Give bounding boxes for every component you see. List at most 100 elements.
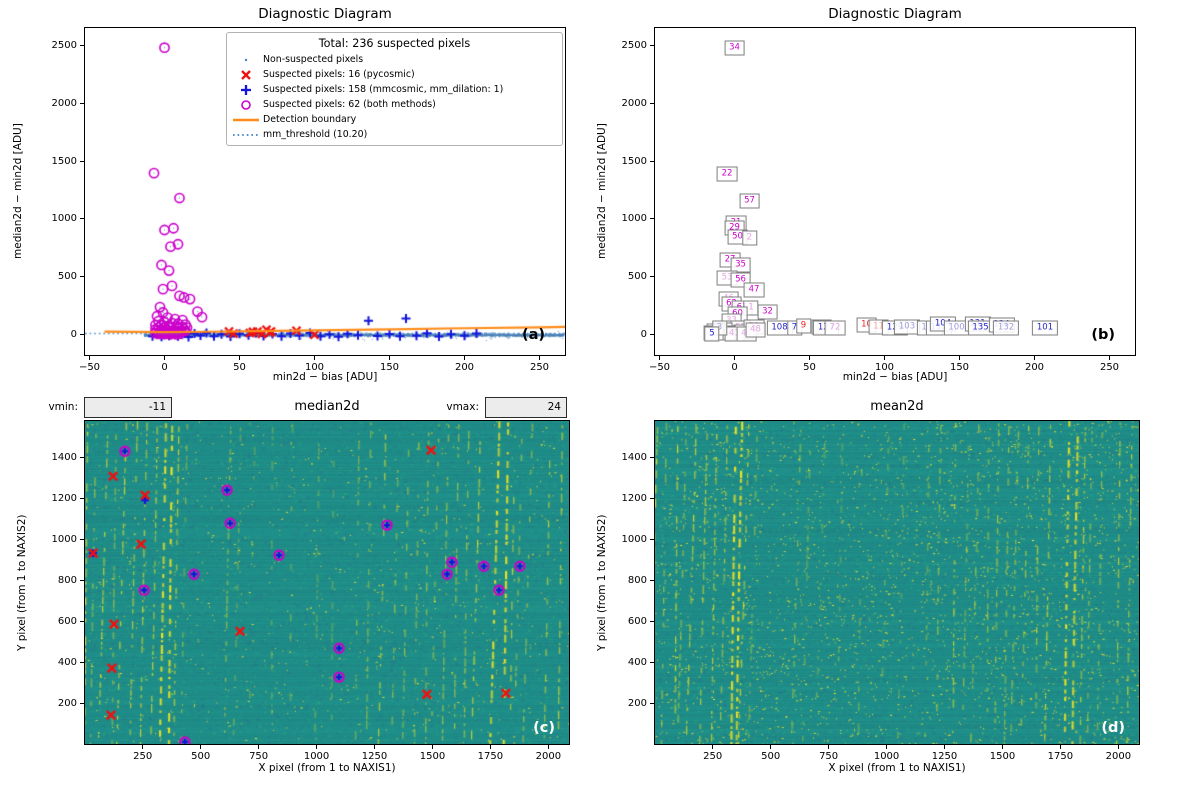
pixel-id-box: 22 <box>716 166 738 182</box>
y-tick-label: 1500 <box>51 155 77 167</box>
y-tick-label: 1400 <box>621 452 647 464</box>
vmin-label: vmin: <box>48 401 78 413</box>
vmax-input[interactable]: 24 <box>485 397 567 418</box>
y-tick-label: 2500 <box>621 39 647 51</box>
panel-b-title: Diagnostic Diagram <box>828 6 962 22</box>
panel-d-plot: (d) <box>654 420 1140 745</box>
x-tick-label: 0 <box>161 362 168 373</box>
panel-a-corner-label: (a) <box>521 327 545 343</box>
legend-entry: mm_threshold (10.20) <box>229 127 560 142</box>
y-tick <box>80 702 84 704</box>
panel-a-xlabel: min2d − bias [ADU] <box>272 371 378 383</box>
y-tick-label: 600 <box>57 615 77 627</box>
pixel-id-box: 100 <box>943 320 970 336</box>
x-tick <box>1109 356 1110 360</box>
x-tick <box>944 745 946 749</box>
x-tick-label: 250 <box>1099 362 1120 373</box>
pixel-id-box: 57 <box>739 193 760 209</box>
x-tick-label: 100 <box>304 362 325 373</box>
x-tick-label: −50 <box>648 362 671 373</box>
pixel-id-box: 5 <box>704 326 720 342</box>
x-tick-label: 500 <box>191 751 211 762</box>
y-tick <box>650 457 654 459</box>
x-tick-label: 100 <box>874 362 895 373</box>
pixel-id-box: 47 <box>743 282 765 298</box>
legend: Total: 236 suspected pixels Non-suspecte… <box>226 32 563 146</box>
y-tick <box>650 44 654 46</box>
x-tick <box>316 745 318 749</box>
x-tick <box>374 745 376 749</box>
x-tick <box>959 356 960 360</box>
pixel-id-box: 48 <box>745 322 766 338</box>
x-tick <box>1001 745 1003 749</box>
y-tick <box>80 620 84 622</box>
x-tick-label: −50 <box>78 362 101 373</box>
x-tick <box>142 745 144 749</box>
y-tick-label: 800 <box>627 575 647 587</box>
y-tick-label: 400 <box>57 656 77 668</box>
y-tick <box>650 702 654 704</box>
x-tick-label: 500 <box>761 751 781 762</box>
panel-b-xlabel: min2d − bias [ADU] <box>842 371 948 383</box>
x-tick <box>164 356 165 360</box>
y-tick <box>80 102 84 104</box>
pixel-id-box: 72 <box>824 320 846 336</box>
x-tick <box>770 745 772 749</box>
y-tick-label: 0 <box>70 329 77 341</box>
legend-entry-label: Suspected pixels: 16 (pycosmic) <box>263 69 415 80</box>
x-tick <box>314 356 315 360</box>
x-tick-label: 1250 <box>361 751 388 762</box>
x-tick-label: 250 <box>529 362 550 373</box>
pixel-id-box: 34 <box>724 40 745 56</box>
y-tick <box>650 580 654 582</box>
x-tick-label: 1250 <box>931 751 958 762</box>
y-tick-label: 0 <box>640 329 647 341</box>
y-tick-label: 600 <box>627 615 647 627</box>
legend-marker-x-icon <box>229 69 263 81</box>
legend-marker-plus-icon <box>229 84 263 96</box>
x-tick <box>547 745 549 749</box>
x-tick-label: 250 <box>703 751 723 762</box>
y-tick-label: 2500 <box>51 39 77 51</box>
y-tick <box>650 276 654 278</box>
y-tick-label: 1400 <box>51 452 77 464</box>
legend-entry-label: Suspected pixels: 62 (both methods) <box>263 99 436 110</box>
x-tick <box>1034 356 1035 360</box>
y-tick <box>650 334 654 336</box>
x-tick-label: 250 <box>133 751 153 762</box>
x-tick-label: 750 <box>819 751 839 762</box>
x-tick <box>258 745 260 749</box>
y-tick <box>80 276 84 278</box>
x-tick <box>200 745 202 749</box>
legend-entry: Detection boundary <box>229 112 560 127</box>
x-tick-label: 1000 <box>303 751 330 762</box>
legend-marker-line-icon <box>229 114 263 126</box>
y-tick <box>80 334 84 336</box>
legend-marker-circle-icon <box>229 99 263 111</box>
x-tick-label: 150 <box>379 362 400 373</box>
y-tick <box>650 160 654 162</box>
panel-b-ylabel: median2d − min2d [ADU] <box>596 123 608 260</box>
y-tick-label: 200 <box>57 697 77 709</box>
x-tick-label: 1500 <box>419 751 446 762</box>
legend-entry-label: Suspected pixels: 158 (mmcosmic, mm_dila… <box>263 84 504 95</box>
x-tick-label: 150 <box>949 362 970 373</box>
x-tick-label: 2000 <box>1105 751 1132 762</box>
x-tick <box>464 356 465 360</box>
y-tick <box>80 218 84 220</box>
y-tick-label: 1000 <box>51 534 77 546</box>
y-tick <box>80 539 84 541</box>
x-tick-label: 200 <box>1024 362 1045 373</box>
panel-a-title: Diagnostic Diagram <box>258 6 392 22</box>
panel-a-plot: Total: 236 suspected pixels Non-suspecte… <box>84 27 566 356</box>
x-tick-label: 1750 <box>1047 751 1074 762</box>
panel-c-image-canvas <box>85 421 569 744</box>
pixel-id-box: 101 <box>1031 320 1059 336</box>
x-tick-label: 50 <box>233 362 246 373</box>
y-tick <box>650 539 654 541</box>
x-tick-label: 2000 <box>535 751 562 762</box>
legend-entry: Non-suspected pixels <box>229 52 560 67</box>
vmin-input[interactable]: -11 <box>84 397 172 418</box>
legend-marker-dot-icon <box>229 54 263 66</box>
x-tick <box>712 745 714 749</box>
